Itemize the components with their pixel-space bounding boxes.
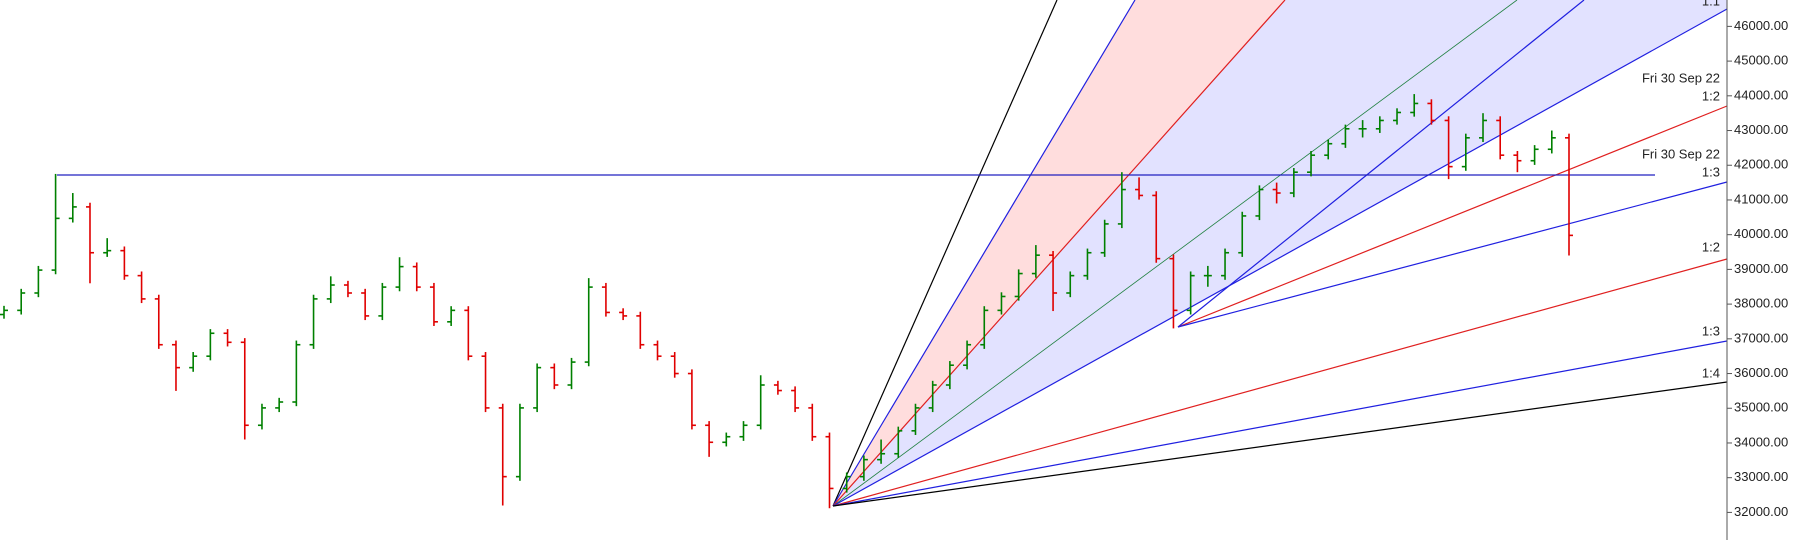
fan-label: Fri 30 Sep 22	[1642, 70, 1720, 85]
fan-line	[1177, 181, 1728, 328]
y-tick-label: 38000.00	[1734, 296, 1788, 311]
y-tick-label: 37000.00	[1734, 330, 1788, 345]
fan-line	[832, 0, 1518, 507]
fan-label: 1:3	[1702, 164, 1720, 179]
fan-fill	[833, 0, 1727, 506]
fan-line	[1177, 105, 1728, 328]
gann-fan	[57, 0, 1728, 507]
fan-line	[832, 8, 1728, 507]
y-tick-label: 42000.00	[1734, 157, 1788, 172]
y-tick-label: 36000.00	[1734, 365, 1788, 380]
y-tick-label: 39000.00	[1734, 261, 1788, 276]
fan-line	[832, 258, 1728, 507]
fan-line	[832, 381, 1728, 507]
y-tick-label: 45000.00	[1734, 53, 1788, 68]
fan-label: 1:1	[1702, 0, 1720, 8]
fan-label: 1:3	[1702, 323, 1720, 338]
y-tick-label: 33000.00	[1734, 469, 1788, 484]
fan-label: 1:4	[1702, 365, 1720, 380]
fan-line	[1177, 0, 1585, 328]
fan-label: 1:2	[1702, 88, 1720, 103]
fan-line	[832, 0, 1136, 507]
fan-line	[832, 0, 1286, 507]
fan-line	[832, 340, 1728, 507]
y-tick-label: 46000.00	[1734, 18, 1788, 33]
y-tick-label: 32000.00	[1734, 504, 1788, 519]
fan-label: 1:2	[1702, 239, 1720, 254]
fan-label: Fri 30 Sep 22	[1642, 146, 1720, 161]
y-tick-label: 43000.00	[1734, 122, 1788, 137]
fan-line	[832, 0, 1058, 507]
y-tick-label: 41000.00	[1734, 191, 1788, 206]
y-tick-label: 40000.00	[1734, 226, 1788, 241]
y-tick-label: 44000.00	[1734, 87, 1788, 102]
y-tick-label: 34000.00	[1734, 434, 1788, 449]
y-tick-label: 35000.00	[1734, 400, 1788, 415]
